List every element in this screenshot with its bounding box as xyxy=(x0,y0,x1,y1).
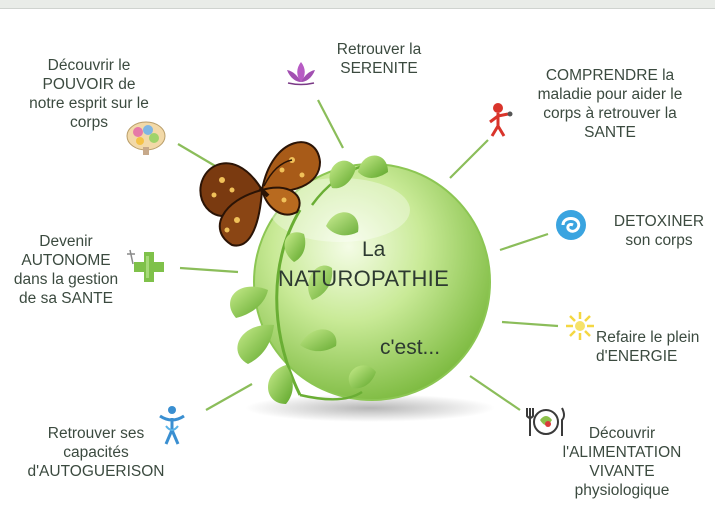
butterfly-illustration xyxy=(199,141,322,247)
connector-autoguerison xyxy=(205,383,253,411)
connector-comprendre xyxy=(449,139,489,179)
human-figure-icon xyxy=(159,406,185,445)
label-comprendre: COMPRENDRE la maladie pour aider le corp… xyxy=(537,67,683,141)
sphere-highlight xyxy=(270,178,410,242)
label-alimentation: Découvrir l'ALIMENTATION VIVANTE physiol… xyxy=(562,425,682,499)
figure-icon xyxy=(489,103,513,137)
label-pouvoir: Découvrir le POUVOIR de notre esprit sur… xyxy=(29,57,149,131)
sun-icon xyxy=(566,312,594,340)
pharmacy-cross-icon xyxy=(127,249,164,282)
center-title-naturopathie: NATUROPATHIE xyxy=(278,266,450,291)
brain-icon xyxy=(126,121,166,155)
label-autonome: Devenir AUTONOME dans la gestion de sa S… xyxy=(13,233,119,307)
connector-autonome xyxy=(179,266,239,274)
connector-alimentation xyxy=(469,375,521,411)
label-detoxiner: DETOXINER son corps xyxy=(613,213,705,249)
label-serenite: Retrouver la SERENITE xyxy=(336,41,422,77)
lotus-icon xyxy=(287,62,315,86)
label-autoguerison: Retrouver ses capacités d'AUTOGUERISON xyxy=(27,425,165,480)
connector-detoxiner xyxy=(499,232,549,252)
plate-cutlery-icon xyxy=(526,407,565,436)
connector-serenite xyxy=(317,99,344,149)
center-title-la: La xyxy=(362,238,386,261)
water-swirl-icon xyxy=(556,210,586,240)
connector-energie xyxy=(501,320,559,328)
label-energie: Refaire le plein d'ENERGIE xyxy=(596,329,700,365)
leaf-vine xyxy=(230,155,388,404)
center-title-cest: c'est... xyxy=(380,336,441,359)
top-border-band xyxy=(0,0,715,9)
connector-lines xyxy=(177,99,559,411)
sphere-shadow xyxy=(245,394,495,422)
